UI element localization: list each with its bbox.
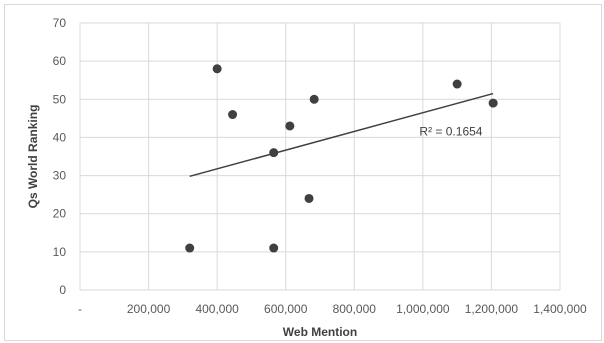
data-point	[185, 243, 195, 253]
data-point	[488, 98, 498, 108]
data-point	[304, 193, 314, 203]
y-tick-label: 20	[53, 207, 67, 221]
x-tick-label: -	[78, 302, 82, 316]
gridlines	[79, 22, 561, 291]
data-points	[185, 64, 498, 253]
x-tick-label: 800,000	[333, 302, 377, 316]
y-tick-label: 60	[53, 54, 67, 68]
y-axis-title: Qs World Ranking	[26, 105, 40, 209]
x-tick-label: 600,000	[264, 302, 308, 316]
data-point	[212, 64, 222, 74]
y-tick-label: 40	[53, 130, 67, 144]
y-axis-ticks: 0 10 20 30 40 50 60 70	[53, 16, 67, 297]
data-point	[309, 94, 319, 104]
data-point	[285, 121, 295, 131]
x-tick-label: 400,000	[195, 302, 239, 316]
y-tick-label: 50	[53, 92, 67, 106]
x-tick-label: 1,000,000	[396, 302, 450, 316]
r-squared-annotation: R² = 0.1654	[419, 125, 482, 139]
x-tick-label: 200,000	[127, 302, 171, 316]
data-point	[269, 243, 279, 253]
chart-frame	[4, 4, 602, 341]
data-point	[228, 110, 238, 120]
data-point	[269, 148, 279, 158]
y-tick-label: 0	[59, 283, 66, 297]
x-tick-label: 1,400,000	[533, 302, 587, 316]
trendline	[189, 92, 494, 178]
x-axis-ticks: - 200,000 400,000 600,000 800,000 1,000,000 1,…	[78, 302, 587, 316]
x-axis-title: Web Mention	[283, 325, 357, 339]
y-tick-label: 70	[53, 16, 67, 30]
y-tick-label: 30	[53, 169, 67, 183]
data-point	[452, 79, 462, 89]
x-tick-label: 1,200,000	[465, 302, 519, 316]
y-tick-label: 10	[53, 245, 67, 259]
